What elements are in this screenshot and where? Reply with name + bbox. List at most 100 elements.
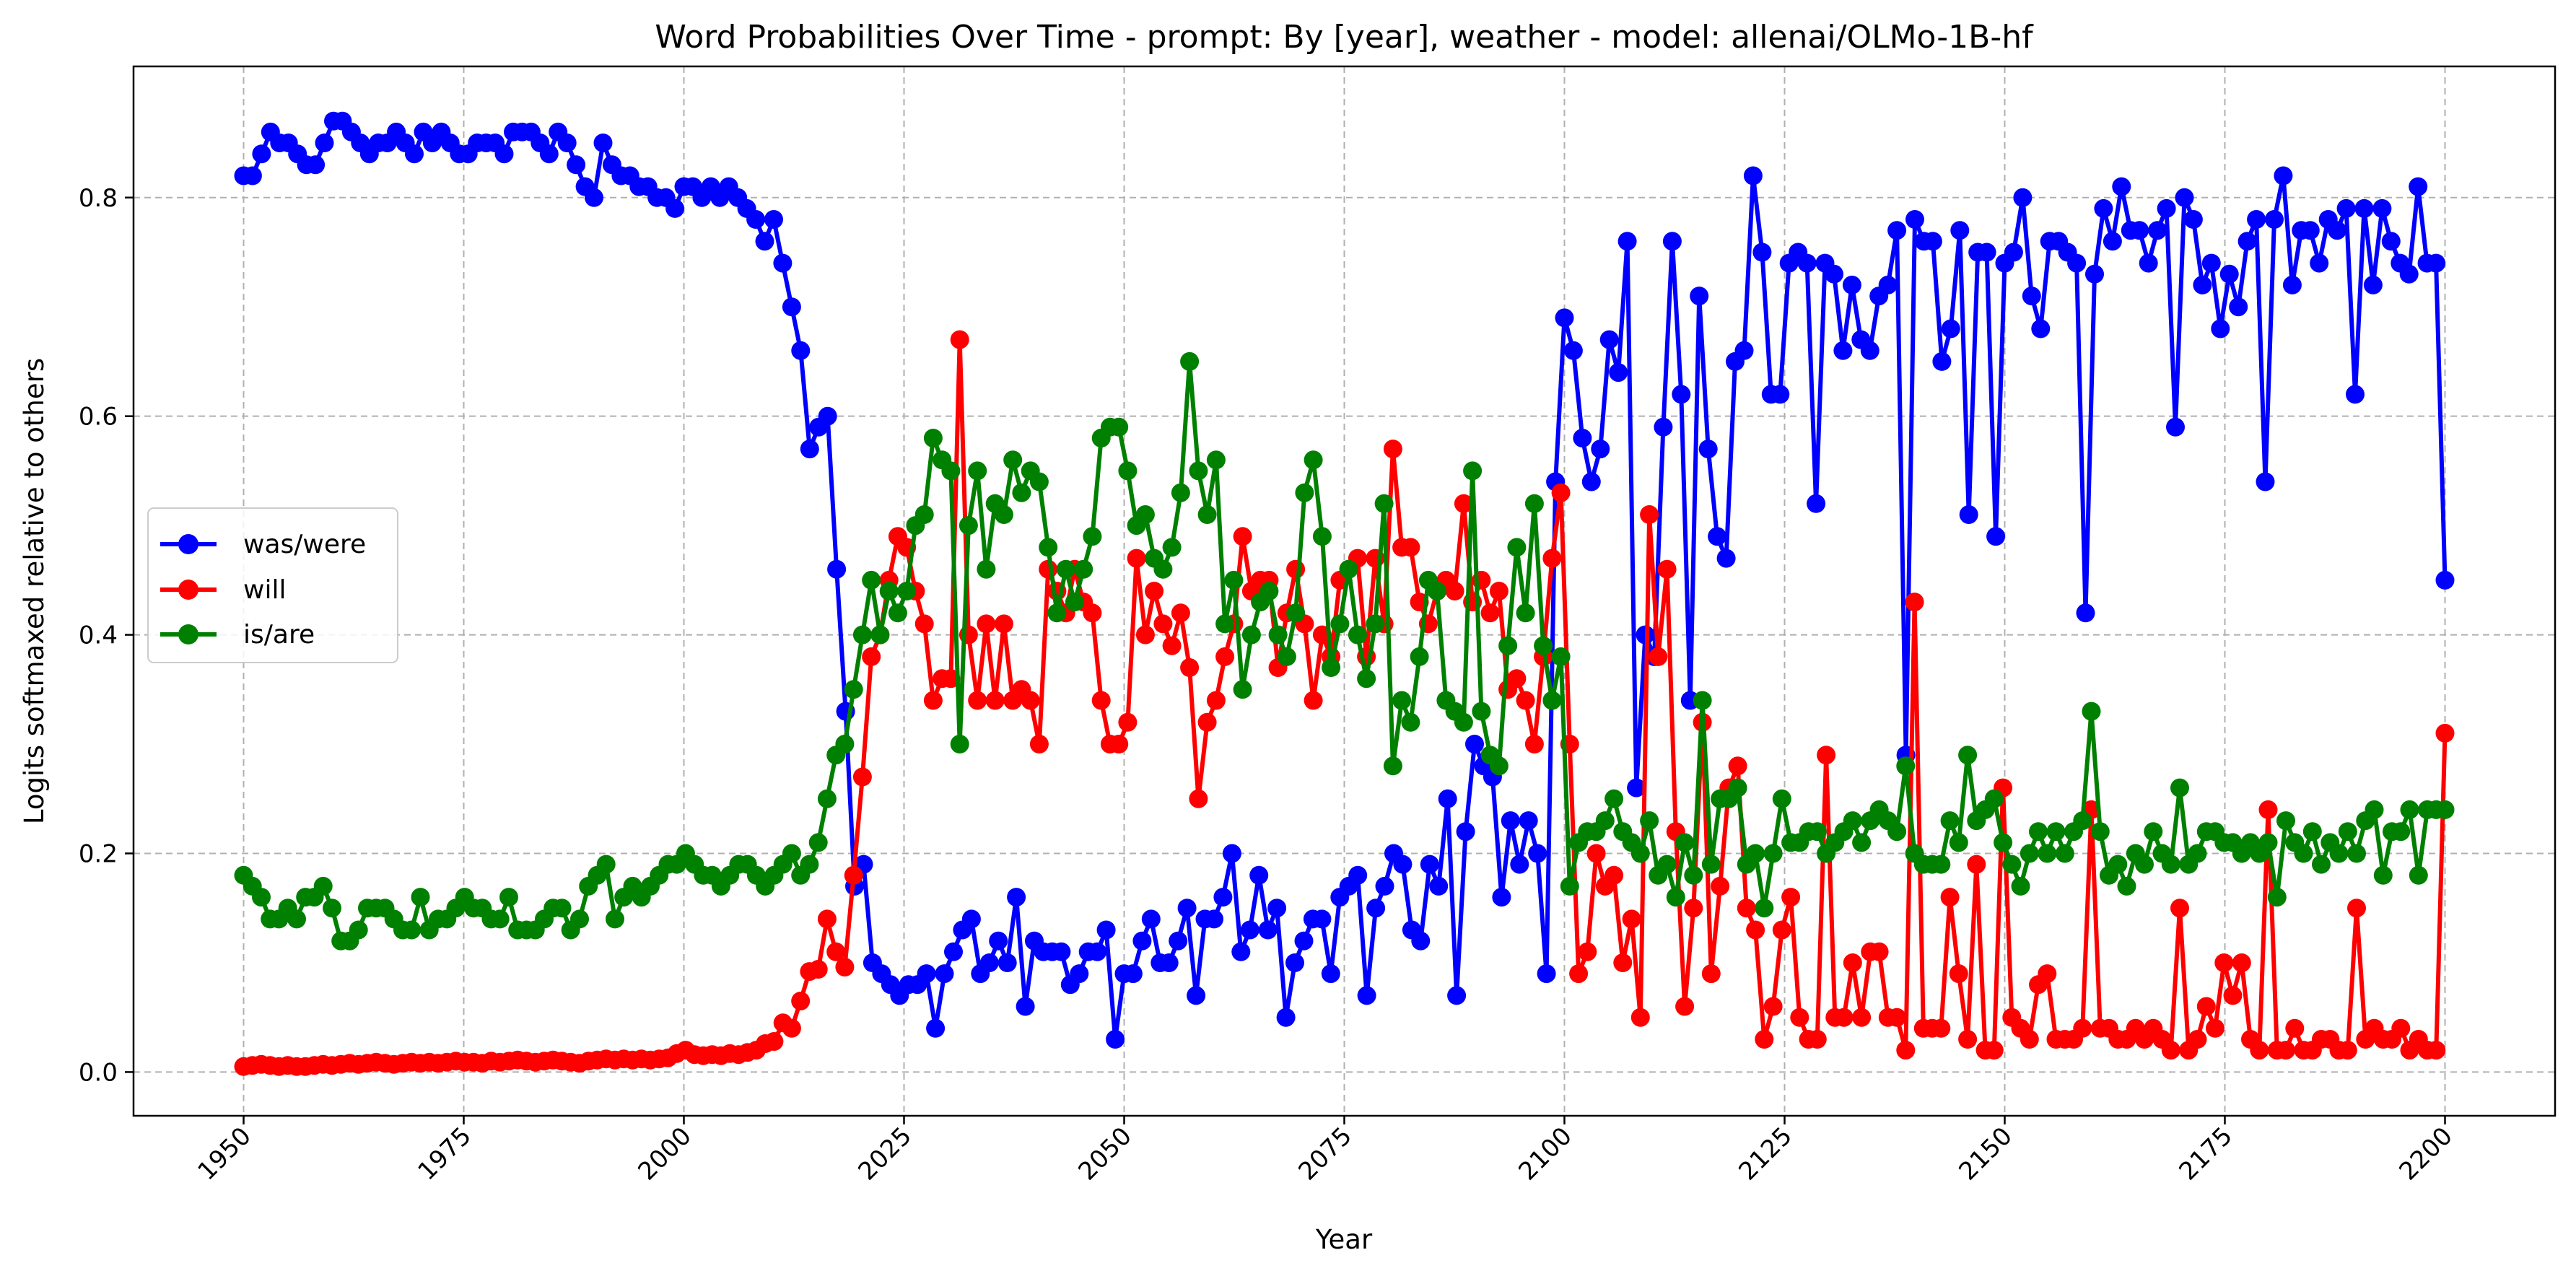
data-point-is-are	[1295, 483, 1314, 502]
data-point-was-were	[1123, 964, 1143, 984]
data-point-was-were	[1249, 865, 1269, 885]
data-point-is-are	[1693, 691, 1712, 710]
data-point-was-were	[1132, 931, 1152, 951]
data-point-will	[977, 614, 996, 634]
data-point-is-are	[977, 559, 996, 579]
data-point-is-are	[1304, 450, 1323, 470]
data-point-will	[2427, 1041, 2446, 1060]
data-point-will	[1083, 603, 1102, 623]
data-point-will	[1931, 1018, 1951, 1038]
data-point-is-are	[1366, 614, 1385, 634]
legend-box	[147, 507, 398, 663]
data-point-is-are	[1701, 855, 1721, 874]
data-point-will	[1684, 899, 1703, 918]
data-point-is-are	[1153, 559, 1173, 579]
data-point-is-are	[1755, 899, 1774, 918]
data-point-is-are	[1984, 789, 2004, 808]
data-point-was-were	[1465, 735, 1484, 753]
data-point-was-were	[2013, 188, 2033, 207]
data-point-is-are	[2090, 822, 2110, 842]
data-point-was-were	[2201, 253, 2221, 273]
data-point-will	[1984, 1041, 2004, 1060]
data-point-will	[2347, 899, 2366, 918]
data-point-was-were	[1456, 822, 1475, 842]
data-point-is-are	[1180, 351, 1200, 371]
data-point-was-were	[1312, 909, 1332, 929]
data-point-will	[1480, 603, 1500, 623]
legend-label-is-are: is/are	[243, 620, 315, 650]
legend-marker-was-were	[178, 534, 198, 554]
data-point-was-were	[1923, 232, 1942, 251]
data-point-was-were	[1807, 494, 1826, 513]
data-point-is-are	[1534, 636, 1553, 655]
data-point-will	[1949, 964, 1968, 984]
data-point-was-were	[989, 931, 1008, 951]
data-point-is-are	[1666, 888, 1685, 907]
data-point-was-were	[1708, 527, 1727, 546]
data-point-was-were	[1348, 865, 1368, 885]
data-point-will	[1613, 953, 1633, 972]
chart-title: Word Probabilities Over Time - prompt: B…	[655, 19, 2034, 56]
data-point-is-are	[1206, 450, 1226, 470]
data-point-is-are	[1807, 822, 1827, 842]
data-point-will	[1206, 691, 1226, 710]
data-point-is-are	[1657, 855, 1677, 874]
data-point-was-were	[252, 144, 271, 164]
data-point-was-were	[2022, 287, 2041, 306]
y-axis-title: Logits softmaxed relative to others	[19, 358, 50, 824]
data-point-will	[862, 647, 881, 666]
data-point-is-are	[2082, 702, 2101, 721]
data-point-will	[2073, 1018, 2092, 1038]
data-point-will	[1940, 888, 1960, 907]
data-point-is-are	[1039, 538, 1058, 557]
data-point-was-were	[1734, 341, 1754, 360]
data-point-was-were	[1654, 417, 1673, 437]
data-point-will	[2391, 1018, 2411, 1038]
data-point-is-are	[1887, 822, 1907, 842]
data-point-was-were	[1159, 953, 1179, 972]
data-point-is-are	[1401, 712, 1420, 732]
data-point-was-were	[1411, 931, 1431, 951]
data-point-was-were	[1537, 964, 1556, 984]
data-point-was-were	[1941, 319, 1960, 338]
data-point-was-were	[2175, 188, 2194, 207]
data-point-will	[2285, 1018, 2305, 1038]
data-point-is-are	[1524, 494, 1544, 513]
data-point-will	[1772, 920, 1791, 940]
data-point-will	[2250, 1041, 2269, 1060]
data-point-is-are	[1630, 844, 1650, 863]
data-point-is-are	[852, 625, 872, 644]
data-point-is-are	[2347, 844, 2366, 863]
data-point-was-were	[2130, 221, 2149, 240]
data-point-is-are	[1357, 669, 1376, 689]
data-point-is-are	[349, 920, 368, 940]
data-point-is-are	[2338, 822, 2357, 842]
data-point-is-are	[1675, 833, 1695, 852]
data-point-is-are	[835, 735, 855, 753]
data-point-is-are	[596, 855, 616, 874]
data-point-is-are	[1215, 614, 1235, 634]
data-point-is-are	[1410, 647, 1429, 666]
data-point-was-were	[1690, 287, 1709, 306]
data-point-was-were	[1510, 855, 1529, 874]
data-point-is-are	[2188, 844, 2207, 863]
data-point-will	[1454, 494, 1473, 513]
data-point-was-were	[1627, 778, 1646, 798]
data-point-was-were	[2112, 177, 2131, 196]
data-point-is-are	[2117, 876, 2136, 896]
data-point-will	[1516, 691, 1535, 710]
data-point-was-were	[926, 1018, 946, 1038]
data-point-will	[2214, 953, 2234, 972]
data-point-will	[1896, 1041, 1916, 1060]
data-point-is-are	[1489, 756, 1509, 776]
data-point-is-are	[2011, 876, 2030, 896]
data-point-is-are	[1118, 461, 1138, 481]
data-point-was-were	[1950, 221, 1970, 240]
data-point-was-were	[1177, 899, 1197, 918]
data-point-was-were	[1447, 986, 1467, 1005]
legend: was/were will is/are	[147, 507, 398, 663]
data-point-is-are	[1083, 527, 1102, 546]
data-point-was-were	[1070, 964, 1089, 984]
data-point-will	[2338, 1041, 2357, 1060]
